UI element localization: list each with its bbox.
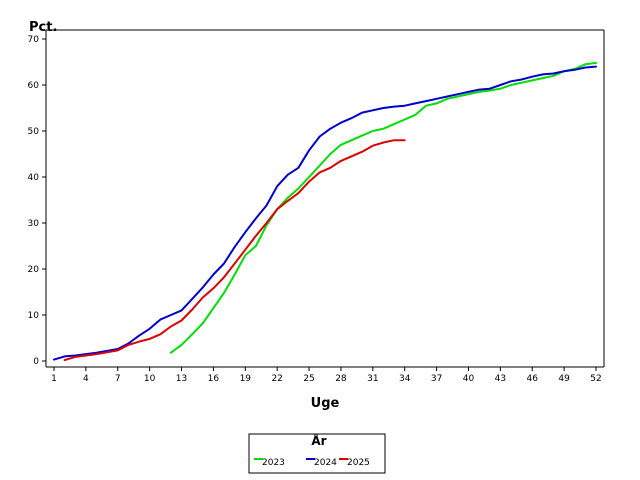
- legend-items: 2023 2024 2025: [254, 458, 370, 468]
- y-tick-label: 10: [28, 311, 40, 321]
- x-tick-label: 1: [51, 374, 57, 384]
- y-tick-label: 70: [28, 35, 40, 45]
- y-tick-label: 40: [28, 173, 40, 183]
- x-axis-ticks: 1 4 7 10 13 16 19 22 25 28 31 34 37 40 43 46 49 52: [51, 367, 602, 384]
- legend-label-2025: 2025: [347, 458, 370, 468]
- x-tick-label: 25: [303, 374, 314, 384]
- x-tick-label: 37: [431, 374, 442, 384]
- legend-label-2024: 2024: [314, 458, 337, 468]
- x-tick-label: 34: [399, 374, 411, 384]
- x-tick-label: 49: [558, 374, 570, 384]
- series-lines: [53, 61, 597, 362]
- x-tick-label: 10: [144, 374, 156, 384]
- legend-title: År: [311, 433, 326, 448]
- y-tick-label: 20: [28, 265, 40, 275]
- legend: År 2023 2024 2025: [248, 433, 386, 474]
- x-tick-label: 43: [495, 374, 506, 384]
- y-tick-label: 30: [28, 219, 40, 229]
- series-line-2023: [169, 61, 597, 354]
- x-tick-label: 4: [83, 374, 89, 384]
- x-tick-label: 16: [208, 374, 220, 384]
- x-tick-label: 7: [115, 374, 121, 384]
- x-tick-label: 40: [463, 374, 475, 384]
- x-tick-label: 22: [271, 374, 282, 384]
- legend-box: [248, 433, 386, 474]
- x-tick-label: 31: [367, 374, 378, 384]
- x-axis-title: Uge: [311, 396, 340, 411]
- x-tick-label: 13: [176, 374, 187, 384]
- legend-label-2023: 2023: [262, 458, 285, 468]
- x-tick-label: 52: [590, 374, 601, 384]
- x-tick-label: 28: [335, 374, 347, 384]
- x-tick-label: 46: [527, 374, 539, 384]
- y-tick-label: 0: [33, 357, 39, 367]
- y-tick-label: 60: [28, 81, 40, 91]
- series-line-2025: [63, 139, 406, 362]
- series-line-2024: [53, 65, 597, 361]
- y-axis-ticks: 0 10 20 30 40 50 60 70: [28, 35, 46, 367]
- y-tick-label: 50: [28, 127, 40, 137]
- x-tick-label: 19: [240, 374, 252, 384]
- plot-frame: [45, 29, 605, 368]
- y-axis-title: Pct.: [29, 20, 57, 35]
